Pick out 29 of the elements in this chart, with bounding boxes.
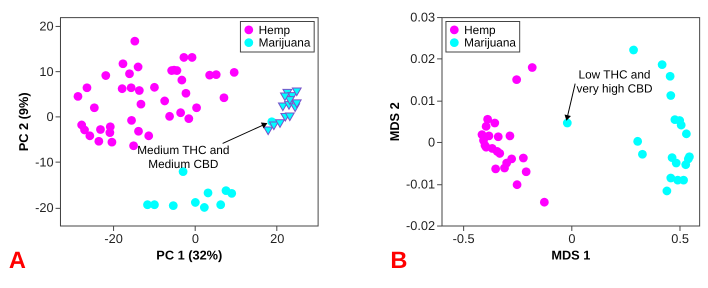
y-tick-label: -20 [35,200,54,215]
x-tick-label: 20 [270,230,284,246]
x-tick-label: 0 [192,230,199,246]
y-tick-label: -0.02 [406,218,436,233]
y-tick-label: -10 [35,154,54,170]
legend-label: Hemp [258,22,291,37]
x-axis-title: MDS 1 [551,247,590,262]
text: B [390,248,408,274]
x-tick-label: 0 [568,230,576,246]
y-tick-label: 0 [428,134,436,150]
text: A [8,248,26,274]
legend-label: Hemp [464,22,496,37]
y-tick-label: 0.03 [410,10,436,25]
x-tick-label: 0.5 [671,230,690,246]
y-axis-title: PC 2 (9%) [16,92,32,152]
annotation: Low THC and very high CBD [576,68,653,96]
y-tick-label: 0 [46,109,54,124]
y-tick-label: 0.01 [410,92,436,108]
x-axis-title: PC 1 (32%) [156,247,222,262]
x-tick-label: -0.5 [452,230,475,246]
y-tick-label: 20 [39,18,54,34]
legend-label: Marijuana [258,36,311,50]
legend-label: Marijuana [464,36,516,50]
x-tick-label: -20 [104,230,123,246]
annotation: Medium THC and Medium CBD [137,143,230,171]
y-tick-label: 0.02 [410,51,436,66]
y-tick-label: -0.01 [406,176,436,192]
y-axis-title: MDS 2 [387,102,402,142]
y-tick-label: 10 [39,64,54,79]
